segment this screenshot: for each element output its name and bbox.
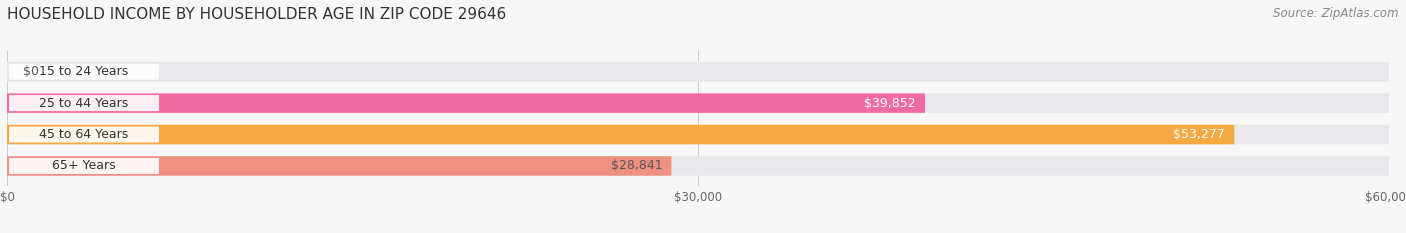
FancyBboxPatch shape xyxy=(8,95,159,111)
Text: $28,841: $28,841 xyxy=(610,159,662,172)
FancyBboxPatch shape xyxy=(7,125,1234,144)
Text: $0: $0 xyxy=(22,65,39,78)
Text: 25 to 44 Years: 25 to 44 Years xyxy=(39,97,129,110)
Text: 45 to 64 Years: 45 to 64 Years xyxy=(39,128,129,141)
FancyBboxPatch shape xyxy=(7,62,1389,81)
Text: 65+ Years: 65+ Years xyxy=(52,159,115,172)
FancyBboxPatch shape xyxy=(7,156,1389,176)
FancyBboxPatch shape xyxy=(8,158,159,174)
FancyBboxPatch shape xyxy=(7,156,672,176)
FancyBboxPatch shape xyxy=(7,93,1389,113)
FancyBboxPatch shape xyxy=(7,93,925,113)
Text: $39,852: $39,852 xyxy=(865,97,915,110)
Text: 15 to 24 Years: 15 to 24 Years xyxy=(39,65,129,78)
Text: HOUSEHOLD INCOME BY HOUSEHOLDER AGE IN ZIP CODE 29646: HOUSEHOLD INCOME BY HOUSEHOLDER AGE IN Z… xyxy=(7,7,506,22)
FancyBboxPatch shape xyxy=(7,125,1389,144)
Text: $53,277: $53,277 xyxy=(1173,128,1225,141)
FancyBboxPatch shape xyxy=(8,127,159,143)
Text: Source: ZipAtlas.com: Source: ZipAtlas.com xyxy=(1274,7,1399,20)
FancyBboxPatch shape xyxy=(8,64,159,80)
